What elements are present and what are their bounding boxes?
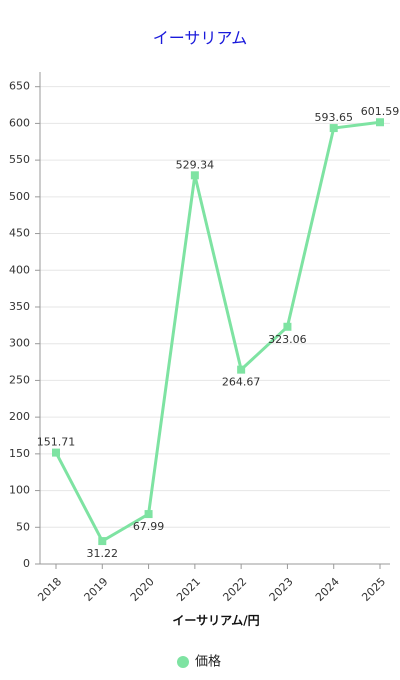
y-tick-label: 300 [9,337,30,350]
x-tick-label: 2025 [359,575,388,604]
line [54,120,381,543]
x-tick-label: 2023 [267,575,296,604]
point [237,365,246,374]
chart-title: イーサリアム [153,29,248,48]
y-tick-label: 200 [9,410,30,423]
x-tick-label: 2020 [128,575,157,604]
x-axis-label: イーサリアム/円 [172,614,259,628]
data-label: 593.65 [314,111,353,124]
point [329,124,338,133]
data-label: 151.71 [37,436,76,449]
point [52,448,60,457]
y-tick-label: 400 [9,263,30,276]
legend-label: 価格 [195,654,221,670]
data-label: 529.34 [176,158,215,171]
x-tick-label: 2024 [313,575,342,604]
x-tick-label: 2022 [220,575,249,604]
x-tick-label: 2021 [174,575,203,604]
x-tick-label: 2018 [35,575,64,604]
data-label: 601.59 [361,105,400,118]
y-tick-label: 0 [23,557,30,570]
data-label: 67.99 [133,520,165,533]
point [98,537,107,546]
y-tick-label: 550 [9,153,30,166]
data-label: 323.06 [268,333,307,346]
y-tick-label: 250 [9,373,30,386]
y-tick-label: 500 [9,190,30,203]
point [190,171,199,180]
y-tick-label: 650 [9,80,30,93]
data-label: 31.22 [87,547,119,560]
data-label: 264.67 [222,376,261,389]
point [283,322,292,331]
point [144,510,153,519]
y-tick-label: 450 [9,227,30,240]
y-tick-label: 350 [9,300,30,313]
y-tick-label: 150 [9,447,30,460]
y-tick-label: 600 [9,116,30,129]
y-tick-label: 50 [16,520,30,533]
point [376,118,384,127]
y-tick-label: 100 [9,484,30,497]
legend-marker [177,656,189,668]
x-tick-label: 2019 [82,575,111,604]
